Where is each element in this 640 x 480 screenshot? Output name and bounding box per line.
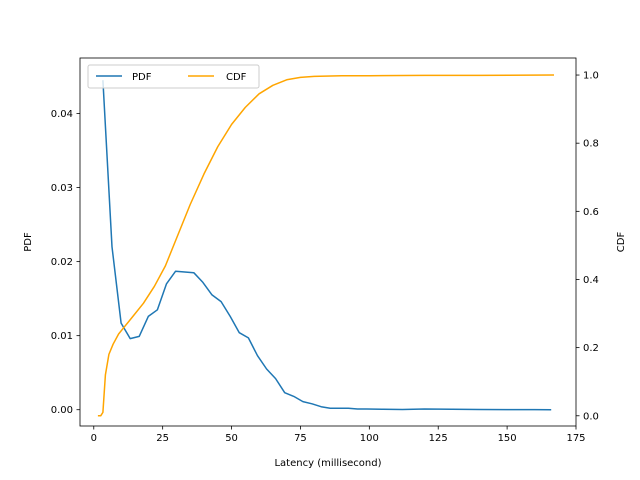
legend-label-cdf: CDF <box>226 72 247 83</box>
y-tick-right-label: 0.0 <box>583 411 599 422</box>
x-tick-label: 150 <box>498 433 517 444</box>
y-tick-left-label: 0.02 <box>51 257 73 268</box>
x-tick-label: 75 <box>294 433 307 444</box>
series-line-cdf <box>97 74 555 417</box>
y-tick-left-label: 0.01 <box>51 331 73 342</box>
y-tick-left-label: 0.00 <box>51 405 73 416</box>
x-tick-label: 125 <box>429 433 448 444</box>
y-tick-right-label: 0.8 <box>583 139 599 150</box>
y-axis-right-label: CDF <box>616 232 627 253</box>
x-tick-label: 50 <box>225 433 238 444</box>
series-layer <box>97 74 555 417</box>
legend-frame <box>87 64 260 89</box>
x-axis-label: Latency (millisecond) <box>274 458 381 469</box>
axes-layer: 0 25 50 75 100 125 150 175 0.00 0.01 0.02 0.03 0.04 0… <box>51 57 599 444</box>
y-tick-right-label: 1.0 <box>583 71 599 82</box>
y-tick-left-label: 0.03 <box>51 183 73 194</box>
y-tick-right-label: 0.6 <box>583 207 599 218</box>
y-axis-left-label: PDF <box>23 232 34 252</box>
legend-label-pdf: PDF <box>132 72 152 83</box>
x-tick-label: 100 <box>360 433 379 444</box>
x-tick-label: 25 <box>156 433 169 444</box>
y-tick-right-label: 0.2 <box>583 343 599 354</box>
series-line-pdf <box>102 80 552 411</box>
x-tick-label: 0 <box>91 433 97 444</box>
x-tick-label: 175 <box>566 433 585 444</box>
y-tick-left-label: 0.04 <box>51 109 73 120</box>
y-tick-right-label: 0.4 <box>583 275 599 286</box>
plot-frame <box>79 57 577 427</box>
legend: PDF CDF <box>87 64 260 89</box>
